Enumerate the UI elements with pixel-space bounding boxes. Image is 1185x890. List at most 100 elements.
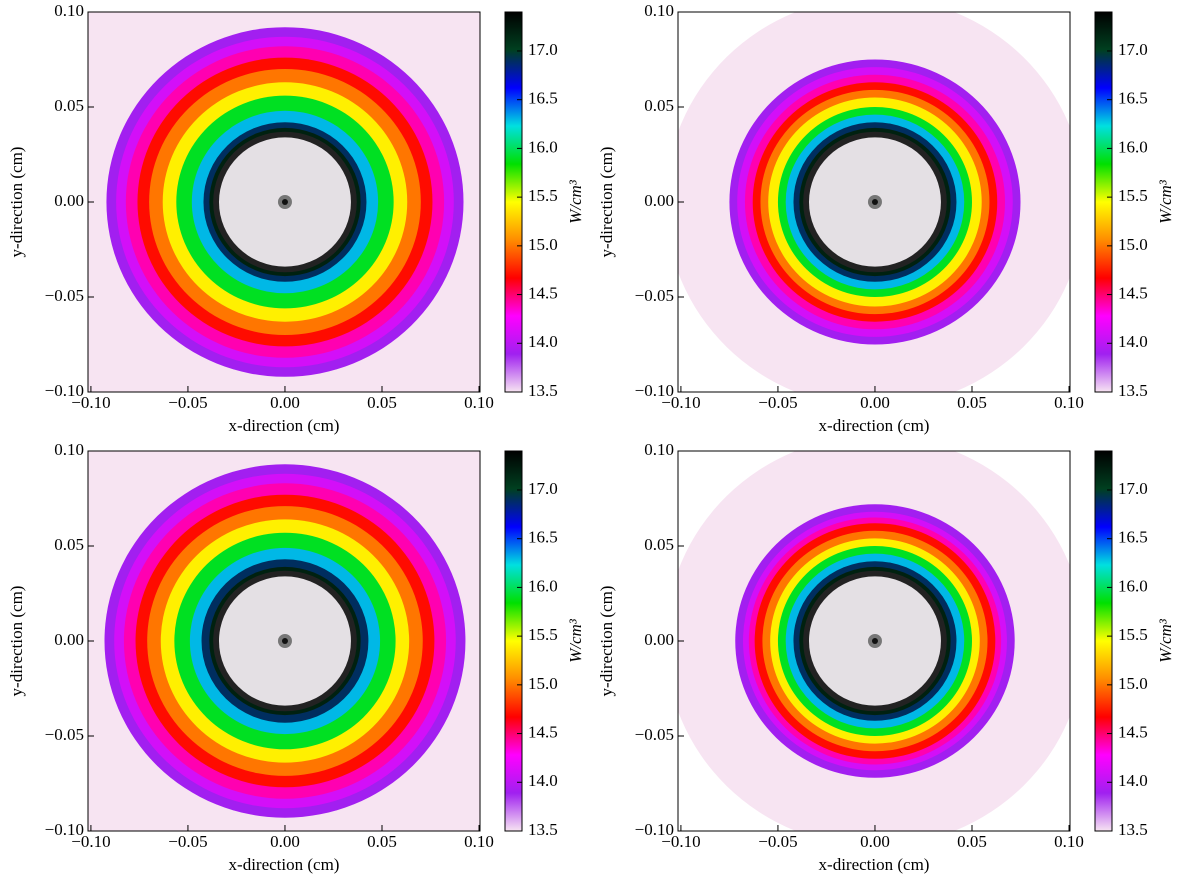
- y-tick-label: 0.00: [54, 191, 84, 210]
- panel: −0.10 −0.05 0.00 0.05 0.10 −0.10 −0.05 0.00 0.05…: [7, 1, 585, 435]
- colorbar-tick-label: 16.5: [528, 528, 558, 547]
- colorbar-tick-label: 15.0: [1118, 235, 1148, 254]
- y-tick-label: 0.10: [644, 1, 674, 20]
- y-tick-label: −0.05: [635, 286, 674, 305]
- colorbar: [1094, 450, 1113, 832]
- colorbar-tick-label: 13.5: [528, 381, 558, 400]
- colorbar-tick-label: 16.0: [528, 576, 558, 595]
- x-tick-label: 0.00: [860, 393, 890, 412]
- y-tick-label: 0.05: [644, 535, 674, 554]
- y-tick-label: 0.10: [54, 1, 84, 20]
- colorbar-tick-label: 16.5: [1118, 528, 1148, 547]
- core-dot: [871, 638, 878, 644]
- y-tick-label: 0.00: [644, 630, 674, 649]
- x-tick-label: −0.10: [661, 393, 700, 412]
- colorbar-tick-label: 15.0: [1118, 674, 1148, 693]
- core-dot: [871, 199, 878, 205]
- y-tick-label: −0.05: [45, 725, 84, 744]
- panel: −0.10 −0.05 0.00 0.05 0.10 −0.10 −0.05 0.00 0.05…: [7, 440, 585, 874]
- x-tick-label: 0.10: [464, 393, 494, 412]
- colorbar-tick-label: 16.0: [1118, 137, 1148, 156]
- x-tick-label: −0.05: [168, 832, 207, 851]
- x-tick-label: 0.10: [464, 832, 494, 851]
- colorbar-tick-label: 14.0: [1118, 771, 1148, 790]
- colorbar-tick-label: 14.0: [528, 332, 558, 351]
- field: [678, 451, 1070, 831]
- y-tick-label: −0.05: [45, 286, 84, 305]
- colorbar-tick-label: 13.5: [1118, 381, 1148, 400]
- x-tick-label: −0.10: [71, 832, 110, 851]
- core-dot: [281, 638, 288, 644]
- x-tick-label: −0.05: [168, 393, 207, 412]
- colorbar-tick-label: 14.5: [1118, 722, 1148, 741]
- colorbar-tick-label: 17.0: [528, 479, 558, 498]
- y-axis-label: y-direction (cm): [597, 147, 616, 258]
- colorbar: [1094, 11, 1113, 393]
- x-axis-label: x-direction (cm): [819, 855, 930, 874]
- y-tick-label: −0.10: [45, 381, 84, 400]
- colorbar: [504, 11, 523, 393]
- x-tick-label: 0.00: [270, 393, 300, 412]
- y-tick-label: −0.05: [635, 725, 674, 744]
- colorbar-tick-label: 16.0: [528, 137, 558, 156]
- colorbar-label: W/cm³: [566, 618, 585, 663]
- x-axis-label: x-direction (cm): [819, 416, 930, 435]
- y-tick-label: 0.05: [54, 96, 84, 115]
- field: [88, 12, 480, 392]
- panel: −0.10 −0.05 0.00 0.05 0.10 −0.10 −0.05 0.00 0.05…: [597, 440, 1175, 874]
- colorbar-tick-label: 16.0: [1118, 576, 1148, 595]
- colorbar-tick-label: 14.5: [1118, 283, 1148, 302]
- colorbar-tick-label: 13.5: [528, 820, 558, 839]
- colorbar-tick-label: 13.5: [1118, 820, 1148, 839]
- colorbar-tick-label: 15.5: [528, 186, 558, 205]
- x-tick-label: 0.05: [957, 393, 987, 412]
- colorbar-tick-label: 16.5: [1118, 89, 1148, 108]
- y-tick-label: 0.05: [644, 96, 674, 115]
- colorbar-tick-label: 15.5: [1118, 186, 1148, 205]
- y-tick-label: −0.10: [635, 381, 674, 400]
- y-tick-label: 0.10: [644, 440, 674, 459]
- y-tick-label: 0.00: [644, 191, 674, 210]
- colorbar-tick-label: 15.0: [528, 235, 558, 254]
- y-axis-label: y-direction (cm): [7, 147, 26, 258]
- colorbar-tick-label: 15.5: [528, 625, 558, 644]
- colorbar-label: W/cm³: [1156, 618, 1175, 663]
- x-tick-label: −0.05: [758, 393, 797, 412]
- colorbar-tick-label: 16.5: [528, 89, 558, 108]
- colorbar-tick-label: 14.5: [528, 283, 558, 302]
- x-tick-label: −0.10: [71, 393, 110, 412]
- colorbar-tick-label: 17.0: [528, 40, 558, 59]
- colorbar-label: W/cm³: [1156, 179, 1175, 224]
- x-tick-label: 0.05: [367, 393, 397, 412]
- y-tick-label: −0.10: [45, 820, 84, 839]
- x-tick-label: 0.05: [367, 832, 397, 851]
- y-tick-label: 0.05: [54, 535, 84, 554]
- x-tick-label: 0.10: [1054, 393, 1084, 412]
- colorbar-tick-label: 14.0: [528, 771, 558, 790]
- y-axis-label: y-direction (cm): [7, 586, 26, 697]
- core-dot: [281, 199, 288, 205]
- y-axis-label: y-direction (cm): [597, 586, 616, 697]
- colorbar: [504, 450, 523, 832]
- x-tick-label: −0.10: [661, 832, 700, 851]
- field: [678, 12, 1070, 392]
- y-tick-label: 0.10: [54, 440, 84, 459]
- x-tick-label: 0.00: [860, 832, 890, 851]
- x-tick-label: −0.05: [758, 832, 797, 851]
- x-axis-label: x-direction (cm): [229, 416, 340, 435]
- panel: −0.10 −0.05 0.00 0.05 0.10 −0.10 −0.05 0.00 0.05…: [597, 1, 1175, 435]
- x-axis-label: x-direction (cm): [229, 855, 340, 874]
- colorbar-label: W/cm³: [566, 179, 585, 224]
- colorbar-tick-label: 17.0: [1118, 40, 1148, 59]
- field: [88, 451, 480, 831]
- x-tick-label: 0.10: [1054, 832, 1084, 851]
- colorbar-tick-label: 14.0: [1118, 332, 1148, 351]
- colorbar-tick-label: 15.0: [528, 674, 558, 693]
- x-tick-label: 0.00: [270, 832, 300, 851]
- colorbar-tick-label: 15.5: [1118, 625, 1148, 644]
- y-tick-label: −0.10: [635, 820, 674, 839]
- colorbar-tick-label: 17.0: [1118, 479, 1148, 498]
- y-tick-label: 0.00: [54, 630, 84, 649]
- colorbar-tick-label: 14.5: [528, 722, 558, 741]
